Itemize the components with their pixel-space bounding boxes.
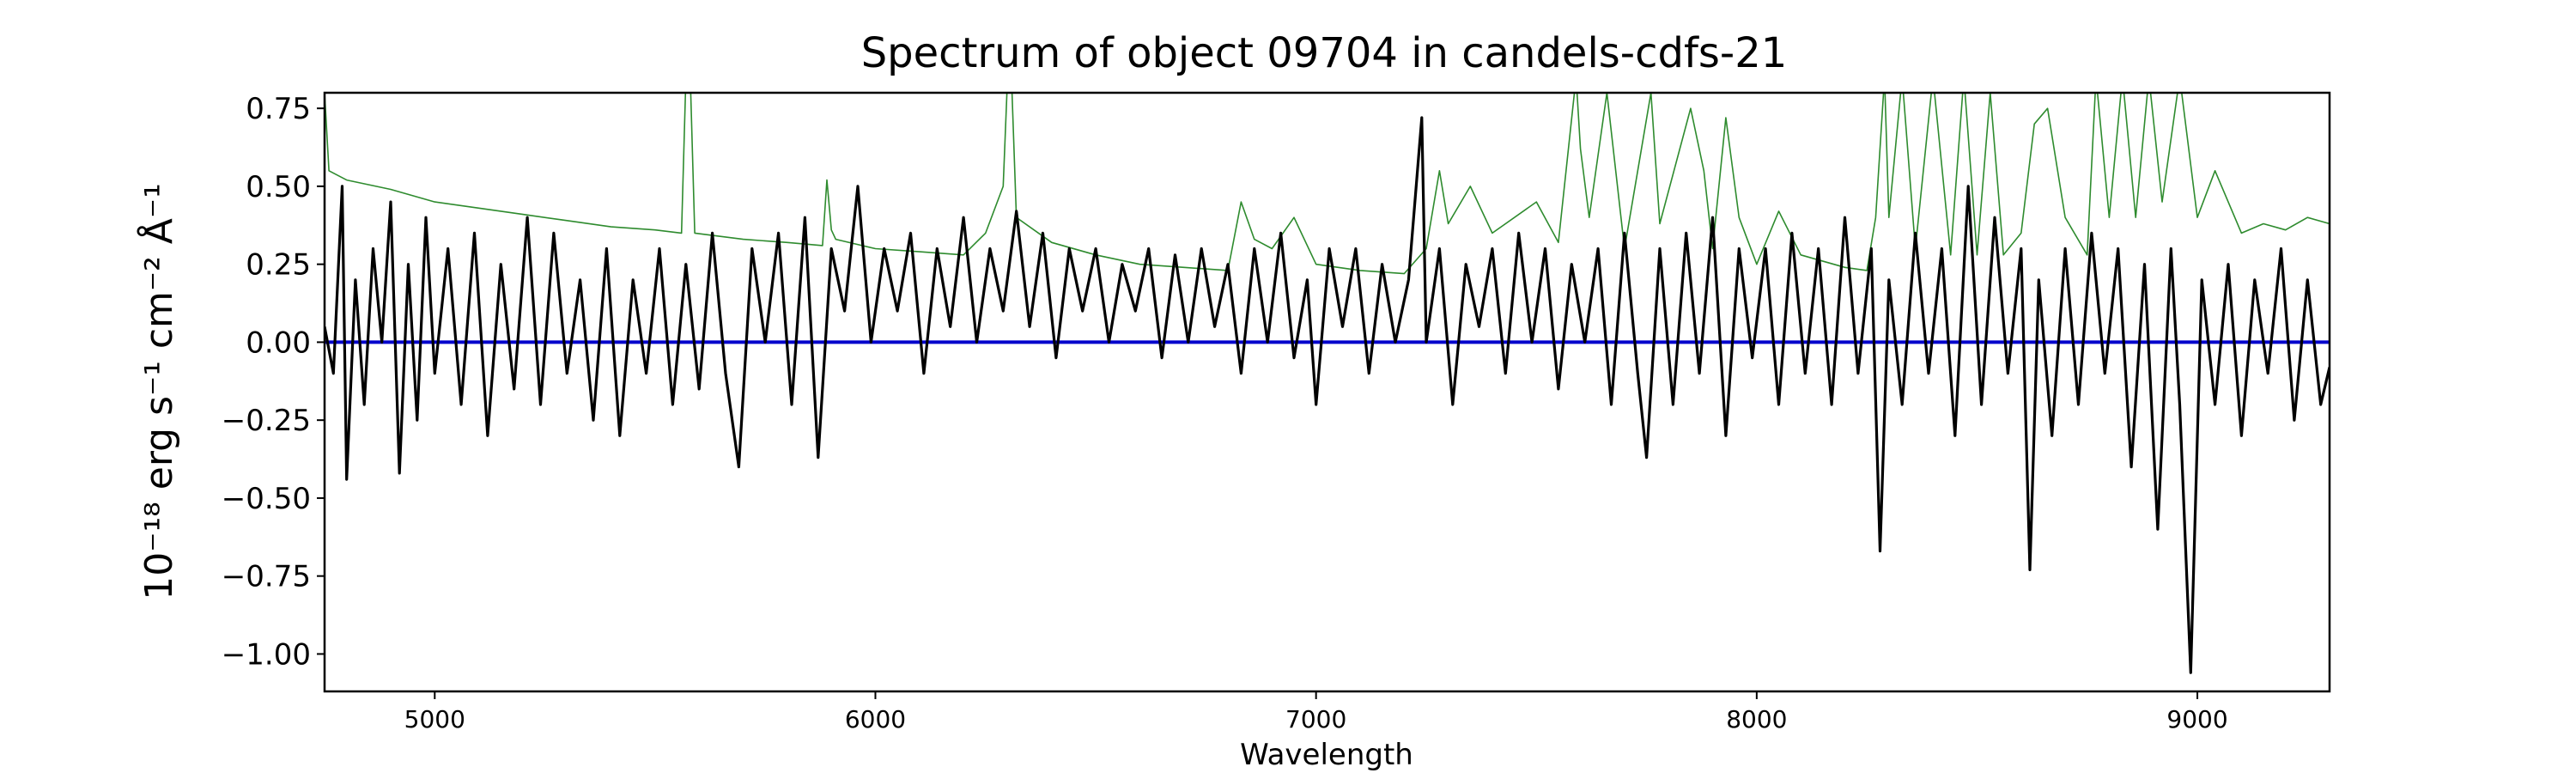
y-tick-label: −1.00 [222, 637, 311, 672]
y-tick-label: 0.75 [246, 92, 311, 126]
x-tick-label: 8000 [1726, 705, 1787, 733]
y-axis: −1.00 −0.75 −0.50 −0.25 0.00 0.25 0.50 0.75 [222, 92, 325, 672]
y-tick-label: 0.00 [246, 326, 311, 360]
plot-frame [323, 91, 2331, 693]
y-axis-label: 10⁻¹⁸ erg s⁻¹ cm⁻² Å⁻¹ [136, 183, 181, 600]
x-tick-label: 7000 [1285, 705, 1346, 733]
y-tick-label: −0.50 [222, 482, 311, 516]
y-tick-label: 0.50 [246, 170, 311, 204]
y-tick-label: 0.25 [246, 248, 311, 283]
y-tick-label: −0.75 [222, 560, 311, 594]
x-tick-label: 9000 [2166, 705, 2227, 733]
x-axis: 5000 6000 7000 8000 9000 [404, 691, 2228, 733]
x-tick-label: 5000 [404, 705, 465, 733]
x-axis-label: Wavelength [1240, 738, 1413, 772]
series-layer [325, 93, 2330, 674]
series-line-flux [325, 116, 2330, 674]
chart-title: Spectrum of object 09704 in candels-cdfs… [861, 29, 1788, 77]
series-line-error [325, 93, 2330, 275]
y-tick-label: −0.25 [222, 404, 311, 438]
x-tick-label: 6000 [845, 705, 906, 733]
